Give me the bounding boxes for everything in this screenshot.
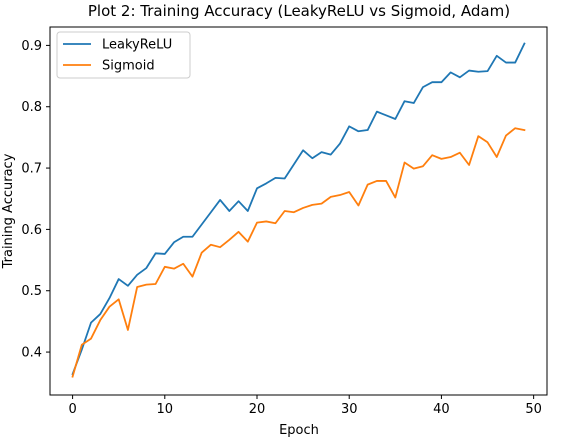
legend: LeakyReLU Sigmoid bbox=[56, 31, 191, 79]
legend-label-leakyrelu: LeakyReLU bbox=[102, 38, 172, 53]
y-tick-label: 0.5 bbox=[21, 284, 42, 299]
y-tick-label: 0.8 bbox=[21, 100, 42, 115]
x-tick-label: 50 bbox=[525, 402, 542, 417]
x-axis: 0 10 20 30 40 50 bbox=[68, 395, 542, 417]
x-tick-label: 10 bbox=[157, 402, 174, 417]
x-tick-label: 30 bbox=[341, 402, 358, 417]
y-tick-label: 0.6 bbox=[21, 223, 42, 238]
series-line-leakyrelu bbox=[71, 42, 526, 376]
plot-frame bbox=[49, 26, 548, 396]
series-line-sigmoid bbox=[71, 127, 526, 378]
plot-area bbox=[71, 42, 526, 378]
y-axis-label: Training Accuracy bbox=[1, 153, 16, 269]
x-tick-label: 20 bbox=[249, 402, 266, 417]
y-tick-label: 0.4 bbox=[21, 346, 42, 361]
y-tick-label: 0.9 bbox=[21, 39, 42, 54]
y-axis: 0.4 0.5 0.6 0.7 0.8 0.9 bbox=[21, 39, 50, 361]
chart-title: Plot 2: Training Accuracy (LeakyReLU vs … bbox=[88, 2, 510, 20]
x-tick-label: 0 bbox=[68, 402, 76, 417]
x-axis-label: Epoch bbox=[279, 423, 319, 438]
y-tick-label: 0.7 bbox=[21, 162, 42, 177]
legend-label-sigmoid: Sigmoid bbox=[102, 59, 155, 74]
x-tick-label: 40 bbox=[433, 402, 450, 417]
